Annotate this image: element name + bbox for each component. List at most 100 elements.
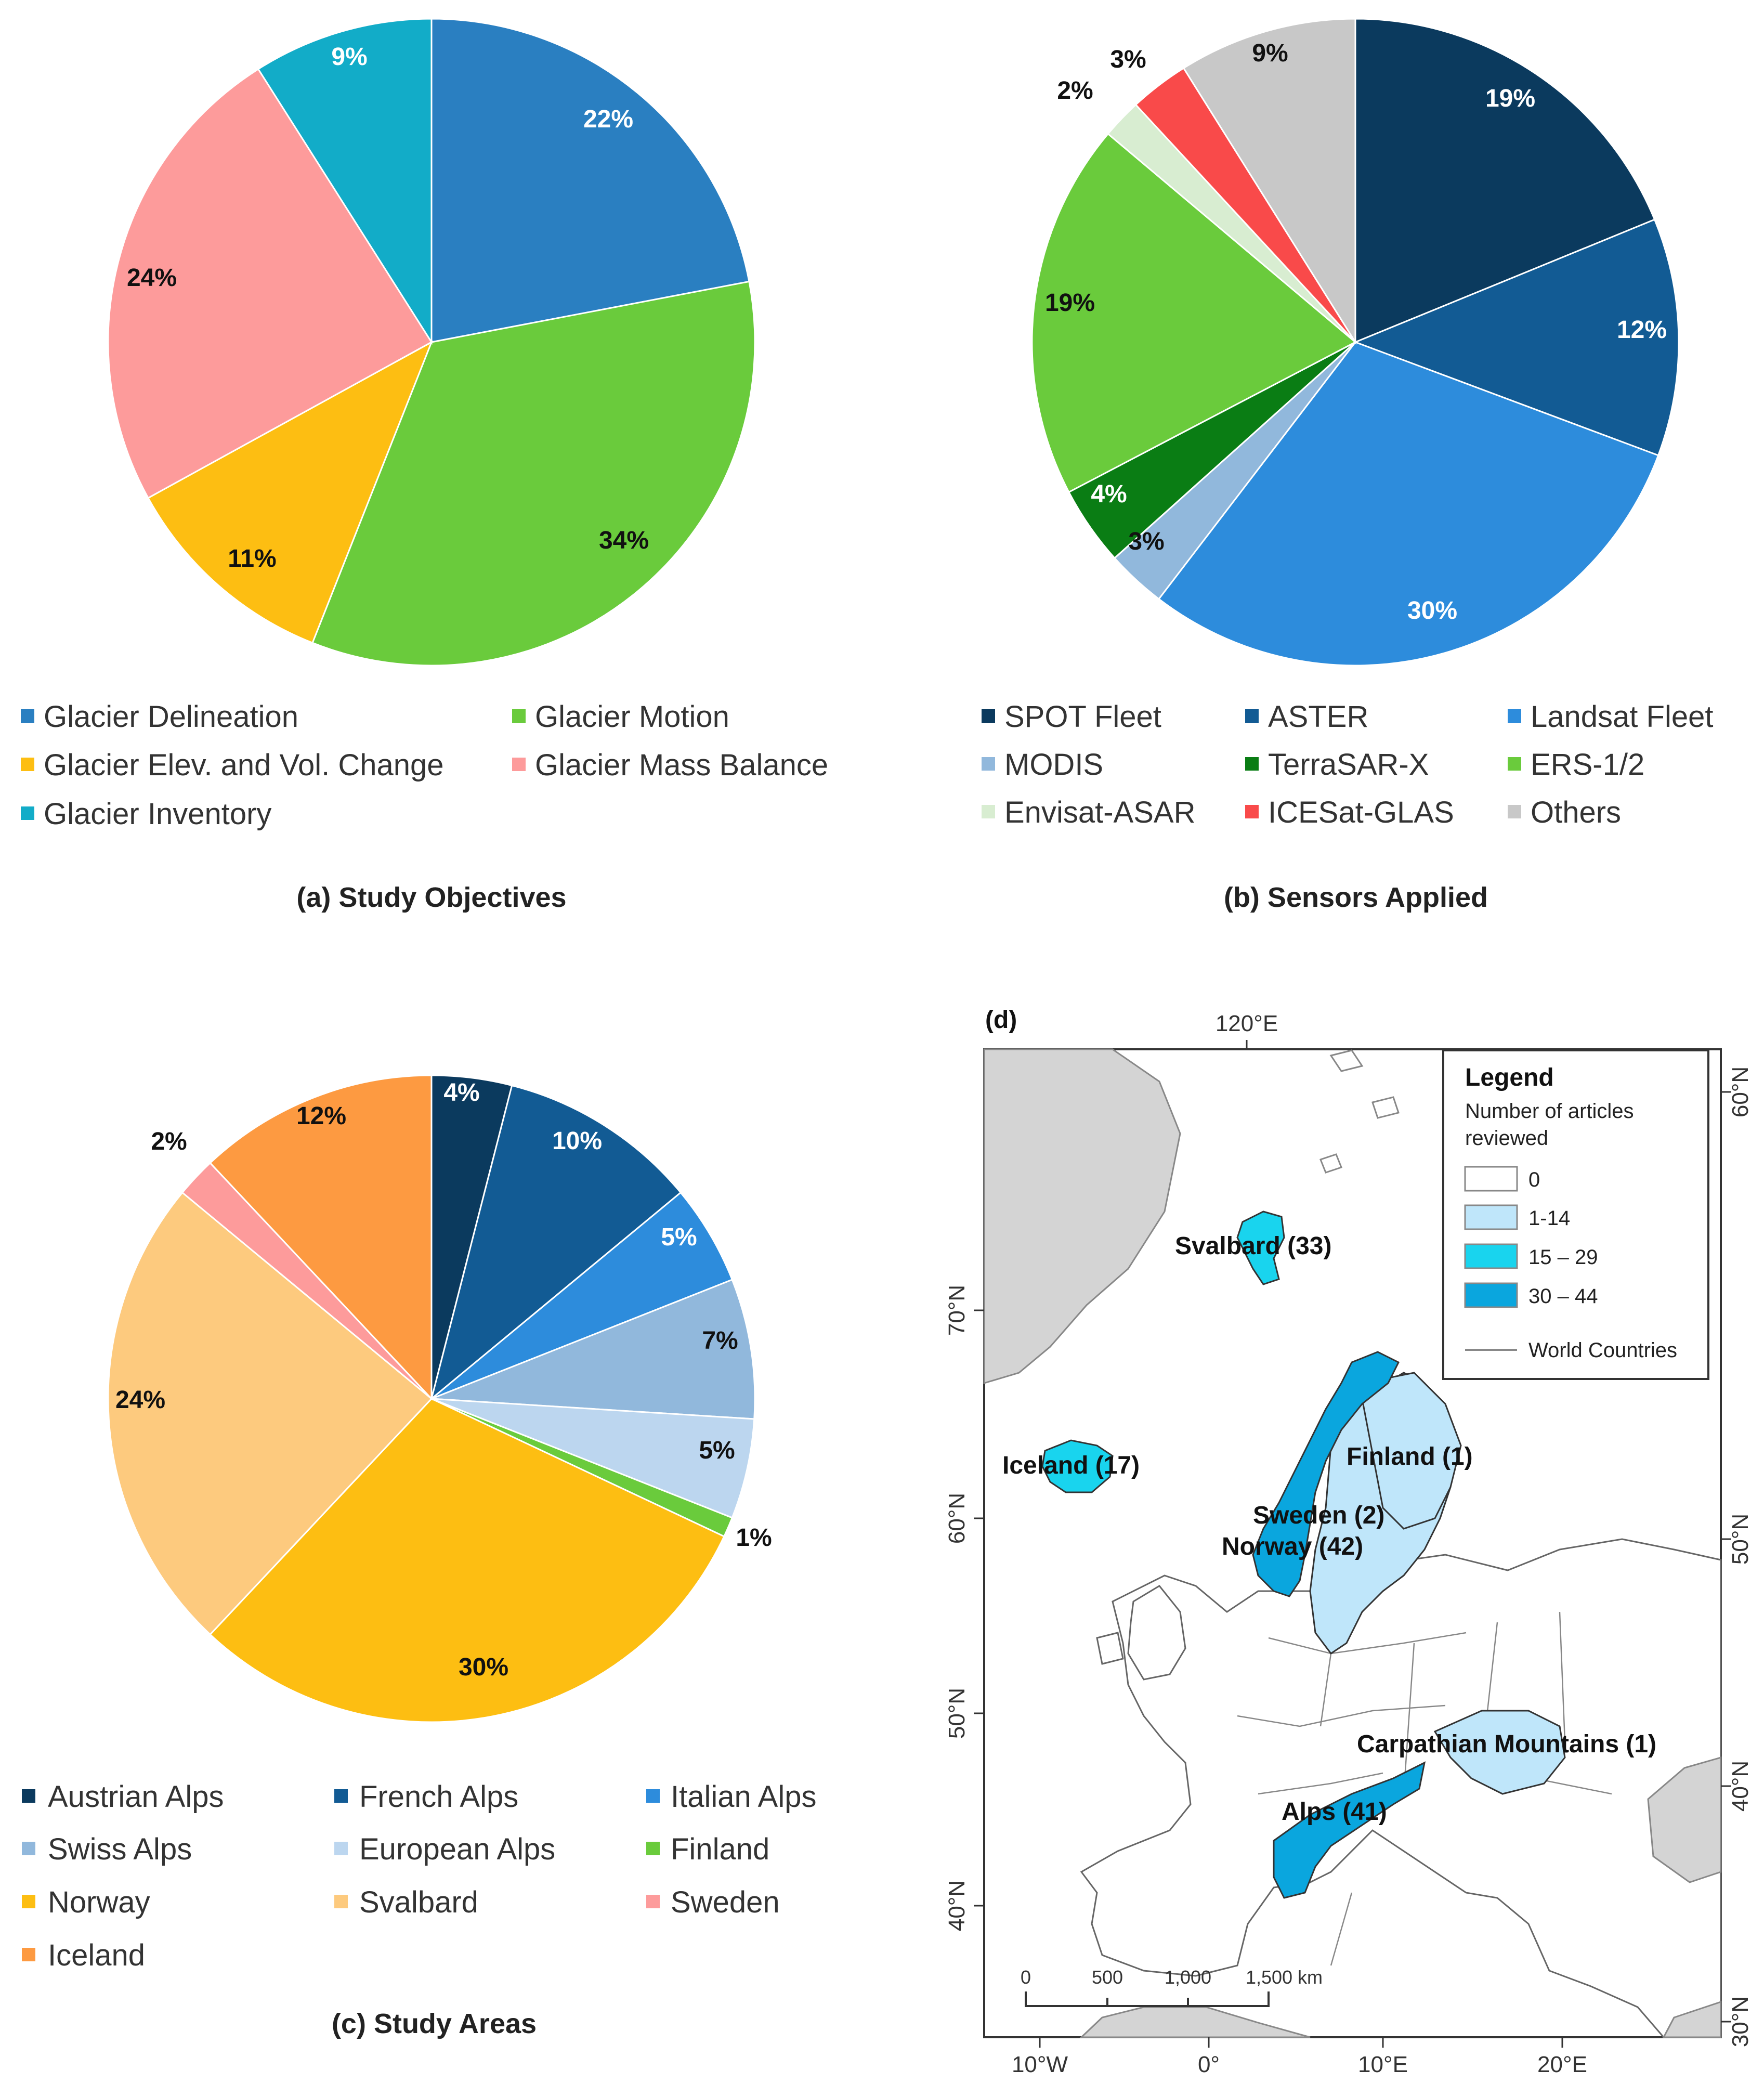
pie-slice-ers-1-2 (1031, 133, 1357, 493)
legend-c-swiss-alps: Swiss Alps (48, 1832, 192, 1866)
legend-swatch (21, 709, 34, 723)
middle-east-land (1662, 2000, 1722, 2038)
data-label: 12% (296, 1102, 346, 1130)
pie-slice-svalbard (107, 1191, 433, 1636)
caption-c: (c) Study Areas (332, 2008, 537, 2039)
legend-a-glacier-delineation: Glacier Delineation (44, 700, 298, 734)
pie-slice-french-alps (430, 1084, 682, 1401)
legend-b-terrasar: TerraSAR-X (1268, 748, 1429, 782)
pie-slice-others (1182, 18, 1356, 345)
legend-b-landsat: Landsat Fleet (1531, 700, 1713, 734)
map-legend-swatch-2 (1464, 1243, 1518, 1269)
axis-right-50n: 50°N (1728, 1514, 1753, 1565)
pie-chart-sensors-applied: 19%12%30%3%4%19%2%3% 9% (1031, 18, 1680, 667)
axis-right-40n: 40°N (1728, 1761, 1753, 1812)
legend-swatch (21, 806, 34, 820)
alps-region (1273, 1761, 1426, 1899)
axis-left-50n: 50°N (944, 1688, 970, 1739)
axis-left: 70°N 60°N 50°N 40°N (944, 1285, 984, 1931)
greenland-land (983, 1048, 1181, 1385)
axis-bottom-10e: 10°E (1358, 2052, 1408, 2077)
label-svalbard: Svalbard (33) (1175, 1232, 1331, 1260)
legend-a: Glacier Delineation Glacier Motion Glaci… (21, 700, 828, 831)
axis-top-120e: 120°E (1216, 1011, 1278, 1036)
label-alps: Alps (41) (1282, 1798, 1387, 1826)
legend-b-envisat: Envisat-ASAR (1004, 796, 1195, 829)
legend-swatch (334, 1789, 348, 1803)
legend-c-austrian-alps: Austrian Alps (48, 1780, 224, 1814)
legend-a-glacier-motion: Glacier Motion (535, 700, 729, 734)
legend-c: Austrian Alps French Alps Italian Alps S… (22, 1780, 817, 1972)
pie-slice-italian-alps (431, 1191, 734, 1400)
axis-right-30n: 30°N (1728, 1996, 1753, 2047)
pie-chart-study-objectives: 22% 34% 11% 24% 9% (107, 18, 756, 667)
scale-1500: 1,500 km (1246, 1967, 1323, 1988)
data-label: 3% (1128, 528, 1164, 555)
data-label: 3% (1110, 46, 1146, 73)
pie-slice-swiss-alps (431, 1279, 756, 1420)
legend-swatch (512, 709, 526, 723)
legend-c-sweden: Sweden (671, 1885, 780, 1919)
data-label: 12% (1617, 316, 1667, 344)
map-legend-swatch-0 (1464, 1166, 1518, 1192)
legend-swatch (1245, 757, 1259, 771)
legend-swatch (21, 758, 34, 771)
data-label: 24% (127, 264, 177, 292)
arctic-islands (1319, 1049, 1400, 1174)
axis-right: 60°N 50°N 40°N 30°N (1721, 1066, 1753, 2047)
legend-swatch (22, 1842, 35, 1855)
scale-500: 500 (1092, 1967, 1123, 1988)
legend-swatch (1245, 709, 1259, 723)
legend-swatch (646, 1789, 660, 1803)
legend-swatch (22, 1948, 35, 1961)
pie-slice-glacier-mass-balance (107, 68, 433, 499)
svalbard-region (1236, 1210, 1285, 1285)
legend-c-european-alps: European Alps (359, 1832, 555, 1866)
map-legend-subtitle-2: reviewed (1465, 1127, 1548, 1150)
legend-c-french-alps: French Alps (359, 1780, 518, 1814)
legend-swatch (646, 1895, 660, 1908)
data-label: 10% (552, 1127, 602, 1155)
data-label: 4% (443, 1079, 479, 1106)
legend-swatch (982, 709, 995, 723)
map-legend-subtitle-1: Number of articles (1465, 1100, 1634, 1123)
legend-swatch (22, 1789, 35, 1803)
caption-a: (a) Study Objectives (296, 882, 566, 913)
legend-b-icesat: ICESat-GLAS (1268, 796, 1454, 829)
british-isles (1096, 1585, 1186, 1681)
pie-slice-glacier-elev-and-vol-change (147, 340, 433, 644)
data-label: 24% (115, 1386, 165, 1414)
map-legend-class-0: 0 (1528, 1168, 1540, 1191)
pie-slice-glacier-delineation (430, 18, 750, 343)
legend-a-glacier-mass-balance: Glacier Mass Balance (535, 748, 828, 782)
pie-slice-aster (1353, 218, 1680, 457)
carpathian-region (1433, 1710, 1566, 1795)
data-label: 34% (599, 527, 649, 554)
pie-slice-landsat-fleet (1157, 341, 1660, 667)
norway-region (1252, 1351, 1400, 1597)
map-legend: Legend Number of articles reviewed 0 1-1… (1442, 1049, 1709, 1380)
scale-line (1025, 1991, 1270, 2007)
map-legend-title: Legend (1465, 1064, 1554, 1091)
legend-b-aster: ASTER (1268, 700, 1368, 734)
legend-swatch (512, 758, 526, 771)
pie-slice-european-alps (431, 1398, 755, 1519)
finland-region (1361, 1372, 1462, 1530)
map-legend-class-2: 15 – 29 (1528, 1246, 1598, 1269)
legend-swatch (646, 1842, 660, 1855)
label-carpathian: Carpathian Mountains (1) (1357, 1730, 1656, 1758)
iceland-region (1041, 1439, 1114, 1493)
legend-swatch (1508, 709, 1521, 723)
legend-swatch (982, 757, 995, 771)
legend-swatch (334, 1842, 348, 1855)
legend-b-others: Others (1531, 796, 1621, 829)
caption-b: (b) Sensors Applied (1224, 882, 1488, 913)
axis-left-60n: 60°N (944, 1493, 970, 1544)
pie-chart-study-areas: 4% 10% 5% 7% 5% 1% 30% 24% 2% 12% (107, 1074, 772, 1723)
axis-left-70n: 70°N (944, 1285, 970, 1336)
legend-swatch (1508, 805, 1521, 818)
map-legend-line-label: World Countries (1528, 1339, 1677, 1362)
map-panel: (d) 120°E Svalbard (33) (944, 1006, 1753, 2077)
map-legend-swatch-3 (1464, 1282, 1518, 1308)
